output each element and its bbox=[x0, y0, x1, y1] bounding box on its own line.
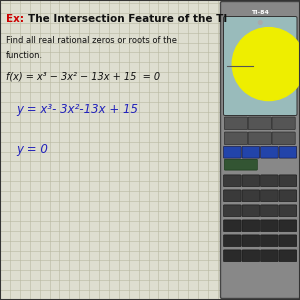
FancyBboxPatch shape bbox=[260, 205, 278, 217]
FancyBboxPatch shape bbox=[224, 190, 241, 202]
FancyBboxPatch shape bbox=[224, 146, 241, 158]
FancyBboxPatch shape bbox=[279, 250, 297, 262]
Circle shape bbox=[232, 28, 300, 100]
FancyBboxPatch shape bbox=[242, 175, 260, 187]
FancyBboxPatch shape bbox=[279, 220, 297, 232]
FancyBboxPatch shape bbox=[242, 205, 260, 217]
FancyBboxPatch shape bbox=[224, 117, 248, 130]
FancyBboxPatch shape bbox=[260, 235, 278, 247]
FancyBboxPatch shape bbox=[260, 175, 278, 187]
FancyBboxPatch shape bbox=[279, 175, 297, 187]
FancyBboxPatch shape bbox=[224, 159, 257, 170]
FancyBboxPatch shape bbox=[242, 235, 260, 247]
FancyBboxPatch shape bbox=[224, 220, 241, 232]
FancyBboxPatch shape bbox=[260, 250, 278, 262]
FancyBboxPatch shape bbox=[272, 117, 295, 130]
Text: Ex:: Ex: bbox=[6, 14, 31, 25]
FancyBboxPatch shape bbox=[220, 2, 300, 298]
FancyBboxPatch shape bbox=[242, 220, 260, 232]
FancyBboxPatch shape bbox=[224, 250, 241, 262]
FancyBboxPatch shape bbox=[224, 16, 297, 116]
FancyBboxPatch shape bbox=[279, 235, 297, 247]
FancyBboxPatch shape bbox=[242, 190, 260, 202]
Text: y = 0: y = 0 bbox=[16, 143, 48, 157]
FancyBboxPatch shape bbox=[260, 146, 278, 158]
FancyBboxPatch shape bbox=[260, 220, 278, 232]
FancyBboxPatch shape bbox=[279, 190, 297, 202]
Text: The Intersection Feature of the TI: The Intersection Feature of the TI bbox=[28, 14, 228, 25]
Circle shape bbox=[259, 21, 262, 24]
FancyBboxPatch shape bbox=[279, 205, 297, 217]
FancyBboxPatch shape bbox=[248, 117, 272, 130]
FancyBboxPatch shape bbox=[248, 132, 272, 145]
FancyBboxPatch shape bbox=[279, 146, 297, 158]
Text: y = x³- 3x²-13x + 15: y = x³- 3x²-13x + 15 bbox=[16, 103, 139, 116]
FancyBboxPatch shape bbox=[260, 190, 278, 202]
FancyBboxPatch shape bbox=[224, 175, 241, 187]
FancyBboxPatch shape bbox=[224, 132, 248, 145]
FancyBboxPatch shape bbox=[224, 235, 241, 247]
Text: f(x) = x³ − 3x² − 13x + 15  = 0: f(x) = x³ − 3x² − 13x + 15 = 0 bbox=[6, 71, 160, 82]
Text: TI-84: TI-84 bbox=[251, 10, 269, 14]
Text: Find all real rational zeros or roots of the: Find all real rational zeros or roots of… bbox=[6, 36, 177, 45]
FancyBboxPatch shape bbox=[242, 250, 260, 262]
FancyBboxPatch shape bbox=[242, 146, 260, 158]
Text: function.: function. bbox=[6, 51, 43, 60]
FancyBboxPatch shape bbox=[224, 205, 241, 217]
FancyBboxPatch shape bbox=[272, 132, 295, 145]
